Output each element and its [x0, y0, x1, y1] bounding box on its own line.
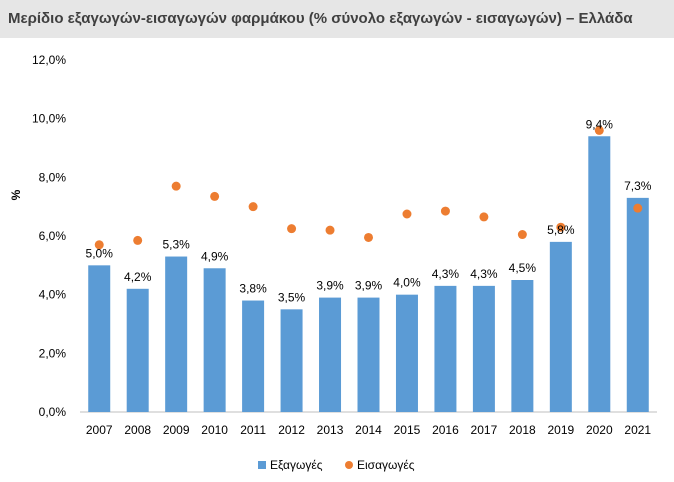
dot: [594, 125, 604, 135]
bar: [126, 288, 149, 412]
x-tick-label: 2007: [86, 423, 113, 437]
bar: [319, 297, 342, 412]
x-tick-label: 2015: [394, 423, 421, 437]
x-tick-label: 2017: [471, 423, 498, 437]
bar-data-label: 5,3%: [162, 238, 190, 252]
x-tick-label: 2010: [201, 423, 228, 437]
dot: [364, 232, 373, 242]
bar-data-label: 4,9%: [201, 249, 229, 263]
chart-title: Μερίδιο εξαγωγών-εισαγωγών φαρμάκου (% σ…: [8, 10, 633, 27]
x-tick-label: 2018: [509, 423, 536, 437]
dot: [440, 206, 450, 216]
dot: [479, 212, 489, 222]
y-tick-label: 0,0%: [39, 405, 67, 419]
bar-series: [88, 136, 649, 412]
x-tick-label: 2009: [163, 423, 190, 437]
x-tick-label: 2013: [317, 423, 344, 437]
y-tick-label: 4,0%: [39, 288, 67, 302]
x-tick-label: 2012: [278, 423, 305, 437]
legend-swatch-exports: [258, 461, 266, 469]
bar-data-label: 5,0%: [86, 246, 114, 260]
bar: [549, 241, 572, 412]
dot: [248, 202, 258, 212]
y-axis-ticks: 0,0% 2,0% 4,0% 6,0% 8,0% 10,0% 12,0%: [32, 53, 66, 419]
dot: [325, 225, 335, 235]
bar: [357, 297, 380, 412]
dot: [210, 191, 220, 201]
dot: [402, 209, 412, 219]
bar-data-label: 4,2%: [124, 270, 152, 284]
bar-data-label: 3,8%: [239, 282, 267, 296]
bar-data-label: 3,9%: [355, 279, 383, 293]
dot-series: [94, 125, 643, 250]
bar: [588, 136, 611, 412]
x-tick-label: 2020: [586, 423, 613, 437]
x-tick-label: 2008: [124, 423, 151, 437]
x-axis-ticks: 2007 2008 2009 2010 2011 2012 2013 2014 2015 2016…: [86, 423, 652, 437]
bar-data-label: 3,5%: [278, 290, 306, 304]
y-tick-label: 12,0%: [32, 53, 66, 67]
legend-label-imports: Εισαγωγές: [357, 458, 415, 472]
bar-data-label: 3,9%: [316, 279, 344, 293]
bar-data-label: 5,8%: [547, 223, 575, 237]
dot: [633, 203, 643, 213]
y-tick-label: 8,0%: [39, 170, 67, 184]
bar: [434, 285, 457, 412]
dot: [287, 224, 297, 234]
y-tick-label: 10,0%: [32, 112, 66, 126]
bar-data-label: 9,4%: [586, 117, 614, 131]
legend-label-exports: Εξαγωγές: [270, 458, 323, 472]
bar: [626, 197, 649, 412]
bar-data-label: 7,3%: [624, 179, 652, 193]
x-tick-label: 2019: [547, 423, 574, 437]
dot: [517, 230, 527, 240]
dot: [556, 222, 566, 232]
x-tick-label: 2016: [432, 423, 459, 437]
dot: [133, 235, 143, 245]
bar: [280, 309, 303, 412]
dot: [171, 181, 181, 191]
x-tick-label: 2021: [624, 423, 651, 437]
bar: [395, 294, 418, 412]
bar: [511, 280, 534, 412]
bar-data-label: 4,3%: [432, 267, 460, 281]
bar: [242, 300, 265, 412]
x-tick-label: 2014: [355, 423, 382, 437]
bar: [472, 285, 495, 412]
bar-data-label: 4,0%: [393, 276, 421, 290]
bar: [203, 268, 226, 412]
bar-data-labels: 5,0% 4,2% 5,3% 4,9% 3,8% 3,5% 3,9% 3,9% 4,0% 4,3%…: [86, 117, 652, 304]
x-tick-label: 2011: [240, 423, 266, 437]
legend-swatch-imports: [345, 461, 353, 469]
bar: [165, 256, 188, 412]
y-axis-label: %: [9, 189, 23, 200]
bar-data-label: 4,3%: [470, 267, 498, 281]
title-bar: Μερίδιο εξαγωγών-εισαγωγών φαρμάκου (% σ…: [0, 0, 674, 38]
bar-data-label: 4,5%: [509, 261, 537, 275]
y-tick-label: 6,0%: [39, 229, 67, 243]
legend: Εξαγωγές Εισαγωγές: [258, 458, 415, 472]
y-tick-label: 2,0%: [39, 346, 67, 360]
bar: [88, 265, 111, 412]
dot: [94, 240, 104, 250]
